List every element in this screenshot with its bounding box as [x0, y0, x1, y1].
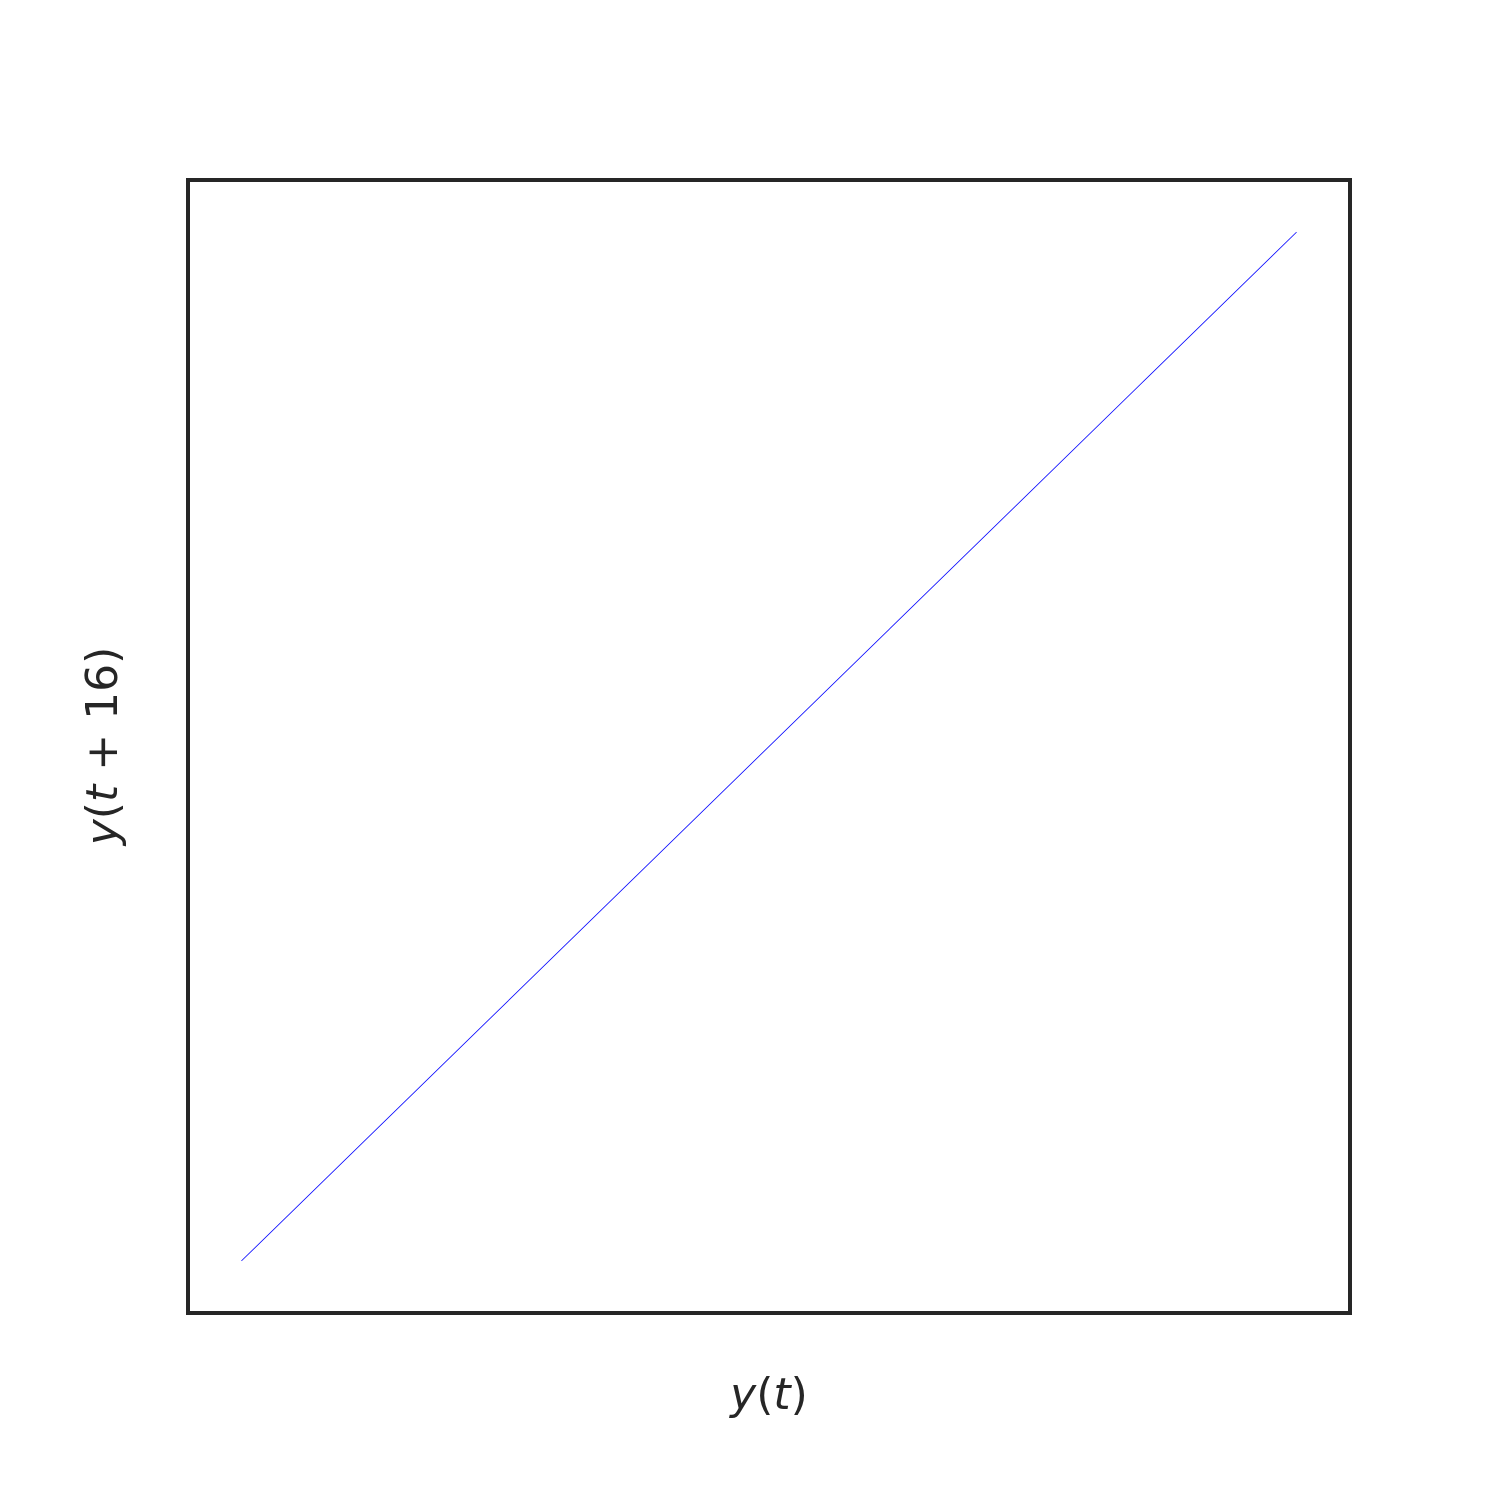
- series-line-0: [241, 231, 1297, 1262]
- y-axis-label-lag: 16: [77, 664, 128, 720]
- x-axis-label-open-paren: (: [756, 1369, 773, 1420]
- y-axis-label-operator: +: [77, 720, 128, 785]
- y-axis-label-close-paren: ): [77, 647, 128, 664]
- y-axis-label-prefix: y: [77, 818, 128, 847]
- y-axis-label-variable: t: [77, 783, 128, 802]
- x-axis-label: y(t): [728, 1369, 808, 1420]
- series-layer: [241, 231, 1297, 1262]
- x-axis-label-close-paren: ): [791, 1369, 808, 1420]
- x-axis-label-variable: t: [773, 1369, 792, 1420]
- x-axis-label-prefix: y: [728, 1369, 757, 1420]
- y-axis-label: y(t + 16): [77, 647, 128, 848]
- y-axis-label-open-paren: (: [77, 802, 128, 819]
